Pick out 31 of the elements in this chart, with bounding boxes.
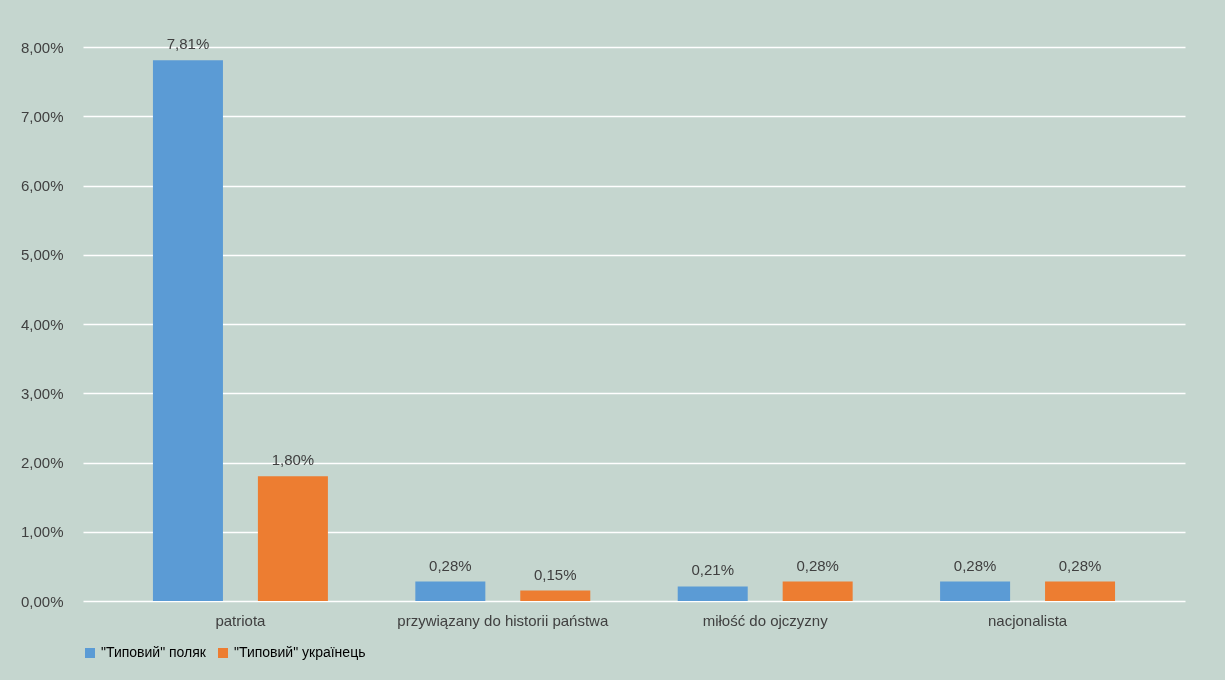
bar <box>677 586 748 601</box>
bar <box>782 581 853 601</box>
y-tick-label: 3,00% <box>20 384 64 402</box>
bar <box>520 590 591 601</box>
data-label: 0,28% <box>796 556 839 574</box>
data-label: 7,81% <box>166 35 210 53</box>
y-tick-label: 8,00% <box>20 38 64 56</box>
bar <box>415 581 486 601</box>
data-label: 0,21% <box>691 561 734 579</box>
x-tick-label: miłość do ojczyzny <box>702 611 829 629</box>
data-label: 0,28% <box>953 556 997 574</box>
y-tick-label: 2,00% <box>20 454 64 471</box>
legend-label: "Типовий" поляк <box>101 644 207 660</box>
data-label: 0,28% <box>429 556 472 574</box>
y-tick-label: 0,00% <box>20 592 64 610</box>
legend-label: "Типовий" українець <box>234 644 366 660</box>
x-tick-label: patriota <box>215 611 267 629</box>
y-tick-label: 6,00% <box>20 177 64 194</box>
y-tick-label: 7,00% <box>20 107 64 125</box>
x-tick-label: przywiązany do historii państwa <box>397 611 609 629</box>
data-label: 0,15% <box>534 565 577 583</box>
bar <box>940 581 1011 601</box>
y-tick-label: 5,00% <box>20 246 64 264</box>
data-label: 0,28% <box>1058 556 1102 574</box>
y-tick-label: 4,00% <box>20 315 64 333</box>
y-tick-label: 1,00% <box>20 523 64 541</box>
bar <box>152 60 223 601</box>
bar <box>1045 581 1116 601</box>
data-label: 1,80% <box>271 451 315 469</box>
x-tick-label: nacjonalista <box>987 611 1068 629</box>
bar <box>257 476 328 601</box>
